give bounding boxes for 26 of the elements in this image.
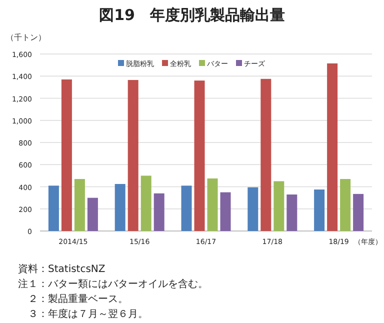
chart-title: 図19 年度別乳製品輸出量 [99,6,285,24]
text: ３：年度は７月～翌６月。 [18,308,148,320]
bar [314,190,325,231]
text: ２：製品重量ベース。 [18,293,128,305]
bar [353,194,364,231]
bar [286,194,298,231]
bar [154,193,164,231]
text: 注１：バター類にはバターオイルを含む。 [18,278,208,290]
bar [274,181,284,231]
bar [128,80,138,231]
bar [194,80,205,231]
text: 資料：StatistcsNZ [18,263,106,275]
bar [61,79,72,231]
bar [181,186,192,231]
y-axis-title: （千トン） [6,33,46,42]
bar [327,63,338,231]
bar [248,187,258,231]
bar [260,78,272,231]
bar [220,192,231,231]
bar [340,179,351,231]
bar [114,184,126,231]
bar [74,179,85,231]
bar [48,186,59,231]
bar [140,176,152,231]
bar [207,178,218,231]
bar [87,198,98,231]
